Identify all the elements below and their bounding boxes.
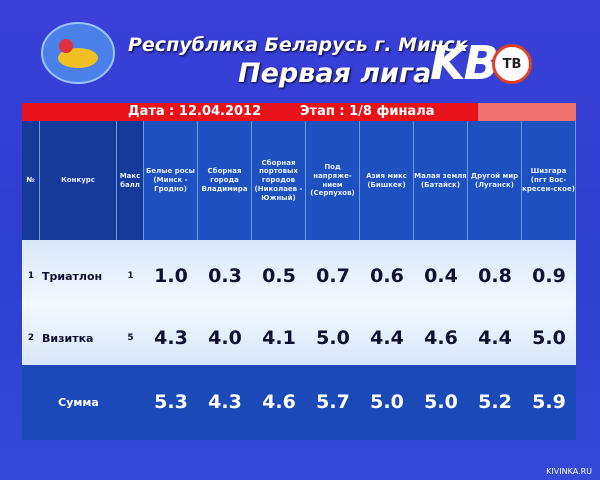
score-cell: 4.0 bbox=[208, 327, 242, 349]
kvn-league-logo bbox=[41, 22, 115, 84]
column-header: Сборная портовых городов (Николаев - Южн… bbox=[252, 121, 306, 240]
total-score: 5.2 bbox=[478, 391, 512, 413]
stage-label: Этап : 1/8 финала bbox=[300, 104, 435, 119]
title-line2: Первая лига bbox=[238, 58, 432, 89]
title-line1: Республика Беларусь г. Минск bbox=[128, 34, 468, 56]
table-body bbox=[22, 240, 576, 365]
info-bar-end bbox=[478, 103, 576, 121]
total-score: 5.0 bbox=[370, 391, 404, 413]
score-cell: 4.4 bbox=[478, 327, 512, 349]
channel-logo: ТВ bbox=[492, 44, 532, 84]
score-cell: 4.3 bbox=[154, 327, 188, 349]
score-cell: 0.3 bbox=[208, 265, 242, 287]
total-row bbox=[22, 365, 576, 440]
score-cell: 4.1 bbox=[262, 327, 296, 349]
score-cell: 1.0 bbox=[154, 265, 188, 287]
total-score: 5.9 bbox=[532, 391, 566, 413]
column-header: Макс балл bbox=[117, 121, 144, 240]
kvn-logo: KB bbox=[430, 36, 499, 90]
info-bar: Дата : 12.04.2012 Этап : 1/8 финала bbox=[22, 103, 478, 121]
column-header: № bbox=[22, 121, 40, 240]
watermark: KIVINKA.RU bbox=[546, 467, 592, 476]
score-cell: 0.6 bbox=[370, 265, 404, 287]
contest-name: Триатлон bbox=[42, 269, 103, 283]
column-header: Шизгара (пгт Вос-кресен-ское) bbox=[522, 121, 576, 240]
score-cell: 0.9 bbox=[532, 265, 566, 287]
column-header: Под напряже-нием (Серпухов) bbox=[306, 121, 360, 240]
total-score: 5.0 bbox=[424, 391, 458, 413]
column-header: Сборная города Владимира bbox=[198, 121, 252, 240]
column-header: Малая земля (Батайск) bbox=[414, 121, 468, 240]
score-cell: 5.0 bbox=[532, 327, 566, 349]
score-cell: 0.8 bbox=[478, 265, 512, 287]
date-label: Дата : 12.04.2012 bbox=[128, 104, 262, 119]
score-cell: 4.4 bbox=[370, 327, 404, 349]
column-header: Белые росы (Минск - Гродно) bbox=[144, 121, 198, 240]
max-score: 1 bbox=[127, 271, 134, 281]
contest-name: Визитка bbox=[42, 331, 94, 345]
column-header: Азия микс (Бишкек) bbox=[360, 121, 414, 240]
score-cell: 5.0 bbox=[316, 327, 350, 349]
total-score: 4.6 bbox=[262, 391, 296, 413]
row-number: 1 bbox=[27, 271, 35, 281]
column-header: Конкурс bbox=[40, 121, 117, 240]
column-header: Другой мир (Луганск) bbox=[468, 121, 522, 240]
total-score: 4.3 bbox=[208, 391, 242, 413]
score-cell: 4.6 bbox=[424, 327, 458, 349]
total-label: Сумма bbox=[58, 395, 99, 409]
max-score: 5 bbox=[127, 333, 134, 343]
row-number: 2 bbox=[27, 333, 35, 343]
score-cell: 0.5 bbox=[262, 265, 296, 287]
score-cell: 0.7 bbox=[316, 265, 350, 287]
score-cell: 0.4 bbox=[424, 265, 458, 287]
total-score: 5.7 bbox=[316, 391, 350, 413]
total-score: 5.3 bbox=[154, 391, 188, 413]
